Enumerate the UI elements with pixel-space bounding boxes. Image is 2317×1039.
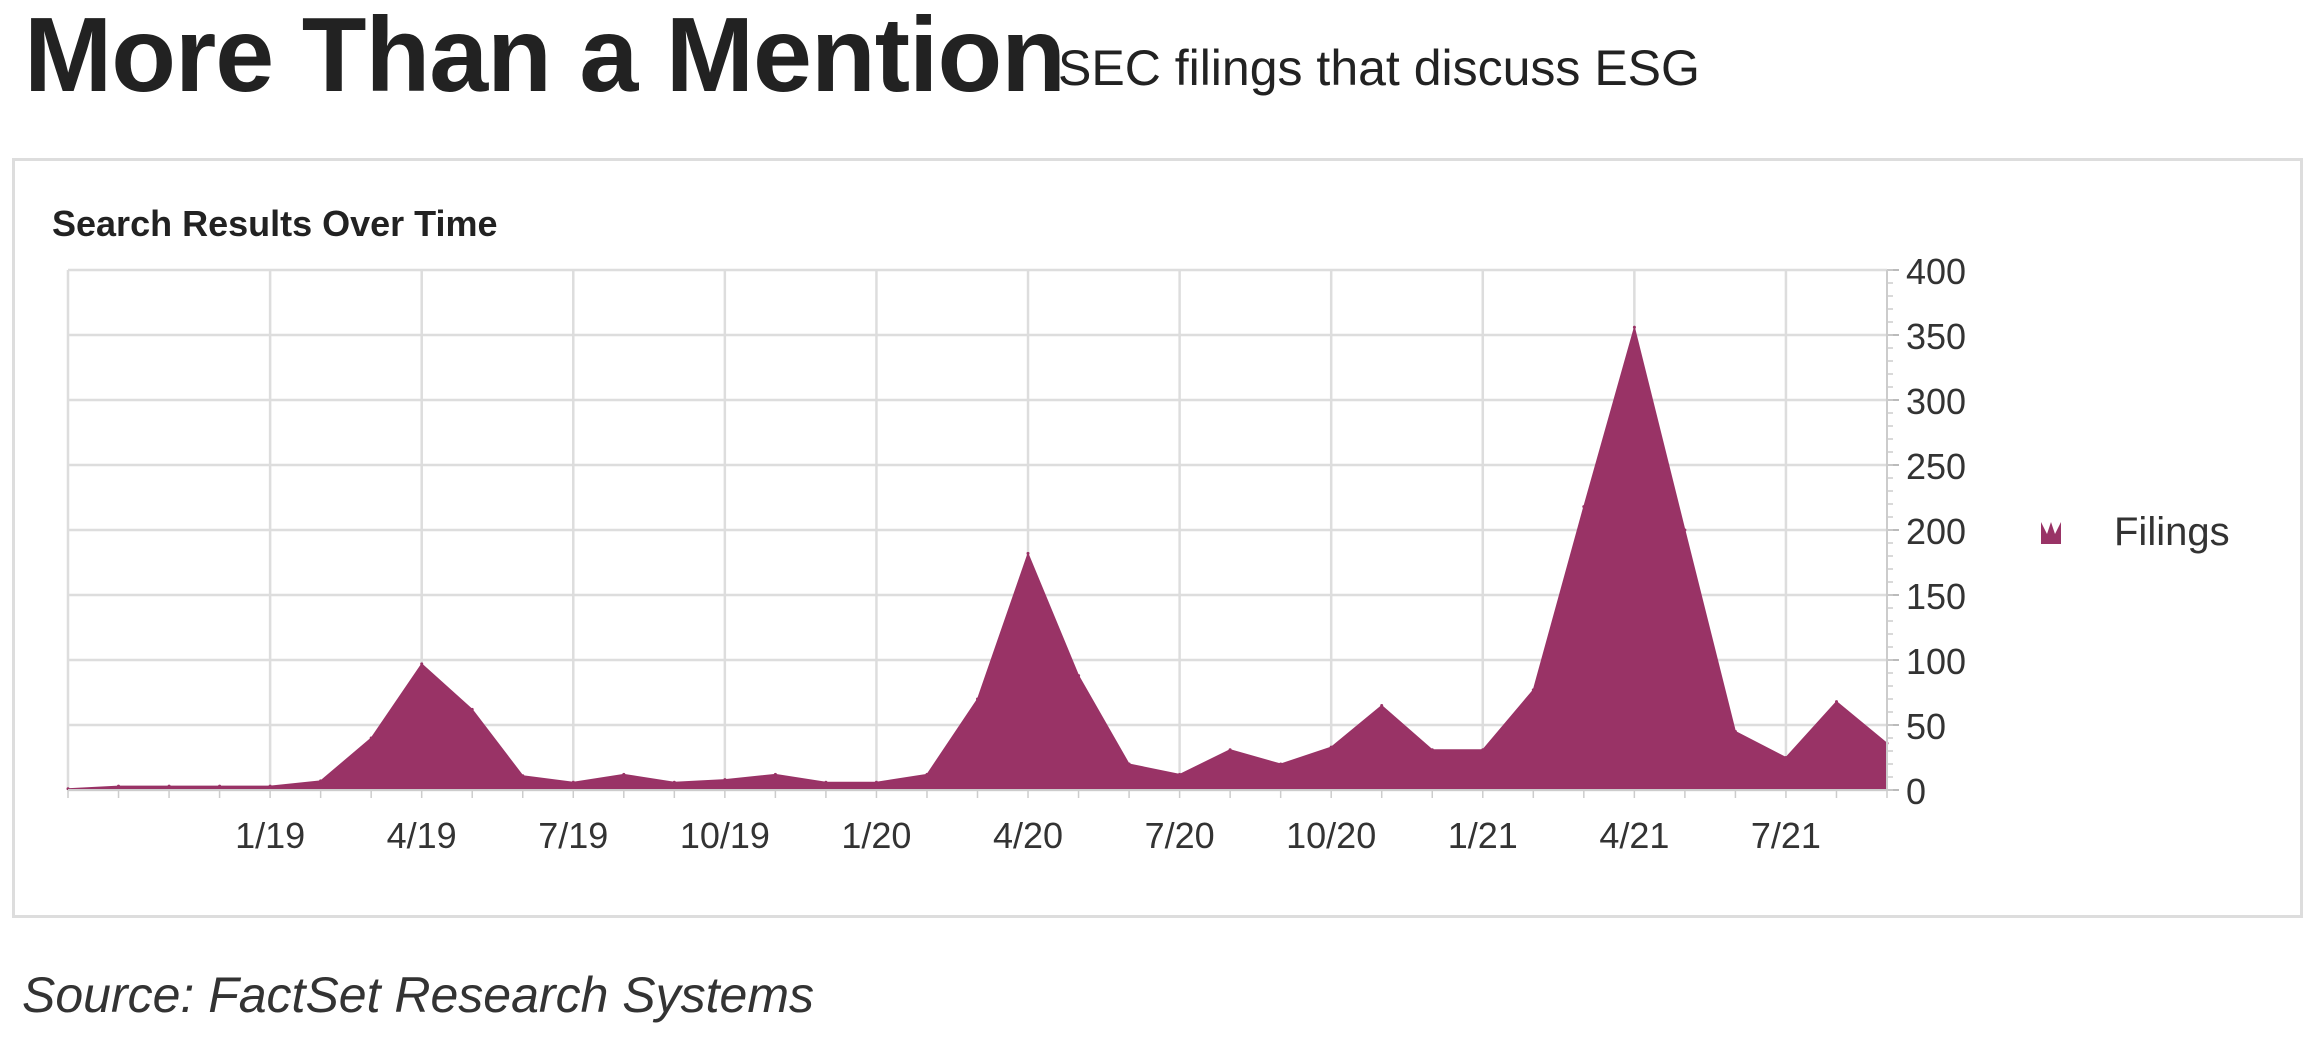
data-point [1784,756,1788,759]
data-point [622,772,626,776]
source-note: Source: FactSet Research Systems [22,967,814,1023]
legend[interactable]: Filings [2041,510,2230,554]
axes: 0 50 100 150 200 250 300 350 400 1/19 4/19 7/19 10/1… [67,251,1966,856]
y-tick-label: 150 [1906,576,1966,617]
data-point [571,780,575,784]
data-point [1178,772,1182,776]
data-point [1127,762,1131,766]
data-point [1228,748,1232,752]
data-point [824,780,828,784]
series-area-layer [66,325,1889,791]
y-tick-label: 250 [1906,446,1966,487]
y-tick-label: 50 [1906,706,1946,747]
data-point [874,780,878,784]
x-tick-label: 10/20 [1286,815,1376,856]
data-point [319,779,323,783]
x-tick-label: 4/21 [1599,815,1669,856]
x-tick-label: 1/20 [841,815,911,856]
data-point [1733,730,1737,733]
y-tick-label: 300 [1906,381,1966,422]
chart-panel [12,158,2303,918]
legend-swatch-filings [2041,522,2061,544]
x-tick-label: 7/19 [538,815,608,856]
data-point [117,784,120,788]
data-point [1632,325,1636,329]
x-tick-label: 4/20 [993,815,1063,856]
data-point [268,784,272,788]
data-point [925,772,929,776]
x-tick-label: 7/21 [1751,815,1821,856]
legend-label-filings: Filings [2114,510,2230,554]
y-tick-label: 350 [1906,316,1966,357]
data-point [420,662,424,666]
data-point [1026,551,1030,555]
data-point [470,707,474,711]
data-point [167,784,171,788]
page-subtitle: SEC filings that discuss ESG [1058,40,1700,96]
data-point [369,736,373,740]
data-point [218,784,222,788]
data-point [773,772,777,776]
y-tick-label: 200 [1906,511,1966,552]
data-point [1279,762,1283,766]
y-tick-label: 400 [1906,251,1966,292]
data-point [1380,704,1384,707]
data-point [1835,700,1838,704]
data-point [1430,748,1434,752]
x-tick-label: 10/19 [680,815,770,856]
data-point [1531,688,1535,692]
y-tick-label: 100 [1906,641,1966,682]
data-point [1481,748,1485,752]
data-point [672,780,676,784]
series-filings-area [67,325,1888,791]
data-point [723,778,727,782]
y-tick-label: 0 [1906,771,1926,812]
x-tick-label: 7/20 [1145,815,1215,856]
x-tick-label: 1/19 [235,815,305,856]
x-tick-label: 1/21 [1448,815,1518,856]
data-point [1683,528,1687,532]
data-point [521,774,525,778]
data-point [976,697,979,701]
x-tick-label: 4/19 [387,815,457,856]
data-point [1329,745,1333,749]
page-title: More Than a Mention [24,0,1066,114]
data-point [1582,505,1586,509]
chart-title: Search Results Over Time [52,203,498,244]
data-point [1077,674,1081,678]
